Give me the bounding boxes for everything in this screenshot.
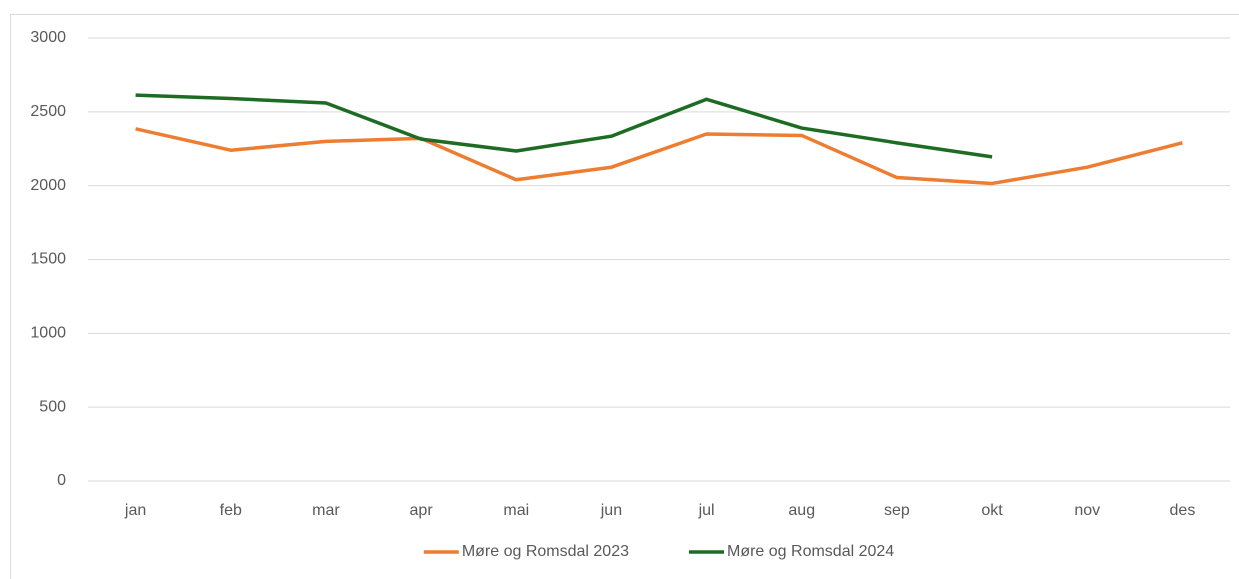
legend-label: Møre og Romsdal 2024 bbox=[727, 543, 894, 560]
x-tick-label: jul bbox=[698, 502, 715, 519]
x-tick-label: aug bbox=[788, 502, 815, 519]
y-tick-label: 500 bbox=[39, 398, 66, 415]
legend-label: Møre og Romsdal 2023 bbox=[462, 543, 629, 560]
x-tick-label: sep bbox=[884, 502, 910, 519]
x-tick-label: nov bbox=[1074, 502, 1100, 519]
x-tick-label: okt bbox=[981, 502, 1003, 519]
y-tick-label: 0 bbox=[57, 472, 66, 489]
y-tick-label: 1500 bbox=[30, 251, 66, 268]
y-tick-label: 1000 bbox=[30, 325, 66, 342]
x-tick-label: mar bbox=[312, 502, 340, 519]
series-line bbox=[135, 93, 993, 159]
x-tick-label: des bbox=[1170, 502, 1196, 519]
x-tick-label: jan bbox=[124, 502, 146, 519]
y-tick-label: 2500 bbox=[30, 103, 66, 120]
chart-frame bbox=[10, 14, 1239, 579]
x-tick-label: feb bbox=[220, 502, 242, 519]
x-tick-label: mai bbox=[503, 502, 529, 519]
series-line bbox=[135, 127, 1183, 186]
x-tick-label: apr bbox=[410, 502, 434, 519]
y-tick-label: 3000 bbox=[30, 29, 66, 46]
x-tick-label: jun bbox=[600, 502, 622, 519]
y-tick-label: 2000 bbox=[30, 177, 66, 194]
